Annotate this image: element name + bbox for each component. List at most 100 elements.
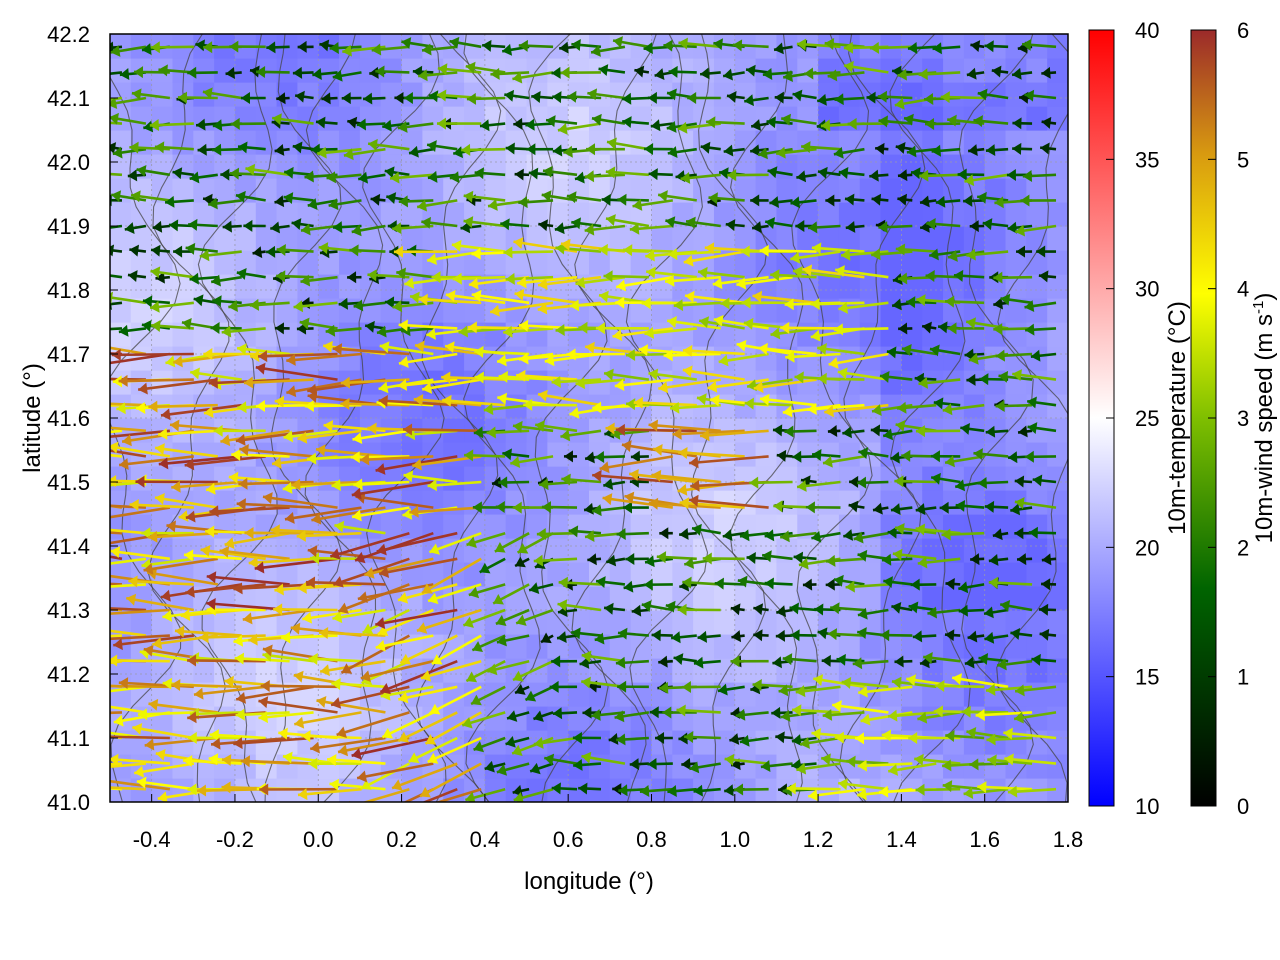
temperature-cell [984,178,1007,203]
wind-vector-head [243,219,253,232]
wind-vector-head [563,145,573,158]
wind-vector-head [442,394,452,407]
wind-vector-head [133,66,144,79]
wind-vector-head [854,732,865,745]
wind-vector-head [463,216,474,229]
wind-vector-head [632,199,643,211]
temperature-cell [901,730,923,755]
wind-vector-head [497,354,507,367]
wind-vector-head [724,753,735,766]
wind-vector-head [605,166,616,179]
wind-vector-head [210,322,220,335]
wind-vector-head [927,606,938,619]
x-tick-label: 0.8 [636,827,667,852]
temperature-cell [318,226,340,251]
temperature-cell [734,514,757,539]
wind-vector-head [85,523,94,535]
temperature-cell [963,298,986,323]
wind-vector-head [471,694,482,706]
temperature-cell [838,610,861,635]
wind-vector-shaft [157,429,218,436]
wind-vector-head [493,593,504,605]
wind-vector-head [689,456,699,469]
wind-vector-head [772,424,783,437]
wind-vector-head [282,482,293,494]
temperature-cell [734,418,757,443]
wind-vector-shaft [599,455,674,471]
wind-vector-head [653,443,663,456]
temperature-cell [901,634,923,659]
wind-vector-head [977,781,987,794]
wind-vector-shaft [171,683,242,689]
wind-vector-head [195,39,205,52]
temperature-cell [380,178,403,203]
wind-vector-head [453,146,464,159]
temperature-cell [547,442,569,467]
wind-vector-head [309,552,320,565]
wind-vector-head [250,350,260,363]
wind-vector-head [784,425,794,438]
wind-vector-head [707,380,718,393]
wind-vector-head [256,65,266,78]
wind-vector-head [613,36,623,48]
wind-vector-shaft [148,702,218,714]
wind-vector-head [484,760,495,773]
temperature-cell [422,754,444,779]
wind-vector-head [119,458,129,470]
wind-vector-shaft [111,352,194,357]
wind-vector-head [127,169,138,182]
wind-vector-head [952,673,963,686]
wind-vector-head [907,42,918,54]
temperature-cell [1005,514,1027,539]
wind-vector-head [665,274,675,287]
wind-vector-head [555,324,565,337]
wind-vector-head [677,121,688,134]
wind-vector-head [403,91,413,104]
wind-vector-shaft [399,634,458,665]
temperature-cell [880,754,902,779]
wind-vector-head [331,697,342,709]
wind-vector-head [417,199,428,212]
wind-vector-head [998,370,1009,383]
temperature-cell [859,106,882,131]
wind-vector-head [894,475,904,488]
wind-vector-head [474,345,484,358]
wind-colorbar-title: 10m-wind speed (m s-1) [1250,293,1278,544]
temperature-cell [859,562,882,587]
wind-vector-shaft [337,583,410,613]
temperature-cell [1005,298,1027,323]
wind-vector-head [555,242,565,255]
wind-vector-head [727,169,737,182]
wind-vector-head [342,44,352,57]
temperature-cell [943,178,965,203]
wind-vector-head [810,329,821,342]
wind-vector-head [512,71,523,84]
wind-vector-head [97,323,106,335]
wind-vector-head [598,290,609,303]
wind-vector-shaft [713,318,769,330]
x-tick-label: -0.2 [216,827,254,852]
wind-vector-head [706,116,716,129]
temperature-cell [276,82,299,107]
wind-vector-head [416,622,428,634]
temperature-cell [609,754,632,779]
wind-vector-head [239,443,249,456]
temperature-cell [297,586,319,611]
temperature-cell [859,226,882,251]
wind-vector-head [942,403,953,416]
wind-vector-head [143,644,154,657]
wind-vector-head [422,583,433,594]
wind-vector-head [752,221,762,233]
wind-vector-head [236,498,246,511]
temperature-cell [693,610,715,635]
wind-vector-head [578,782,588,795]
temperature-cell [589,634,611,659]
wind-vector-head [901,344,912,356]
temperature-cell [922,538,944,563]
wind-vector-head [409,505,419,518]
wind-vector-head [800,736,810,749]
wind-vector-shaft [132,726,195,740]
wind-vector-shaft [498,375,554,381]
wind-vector-head [113,638,123,651]
